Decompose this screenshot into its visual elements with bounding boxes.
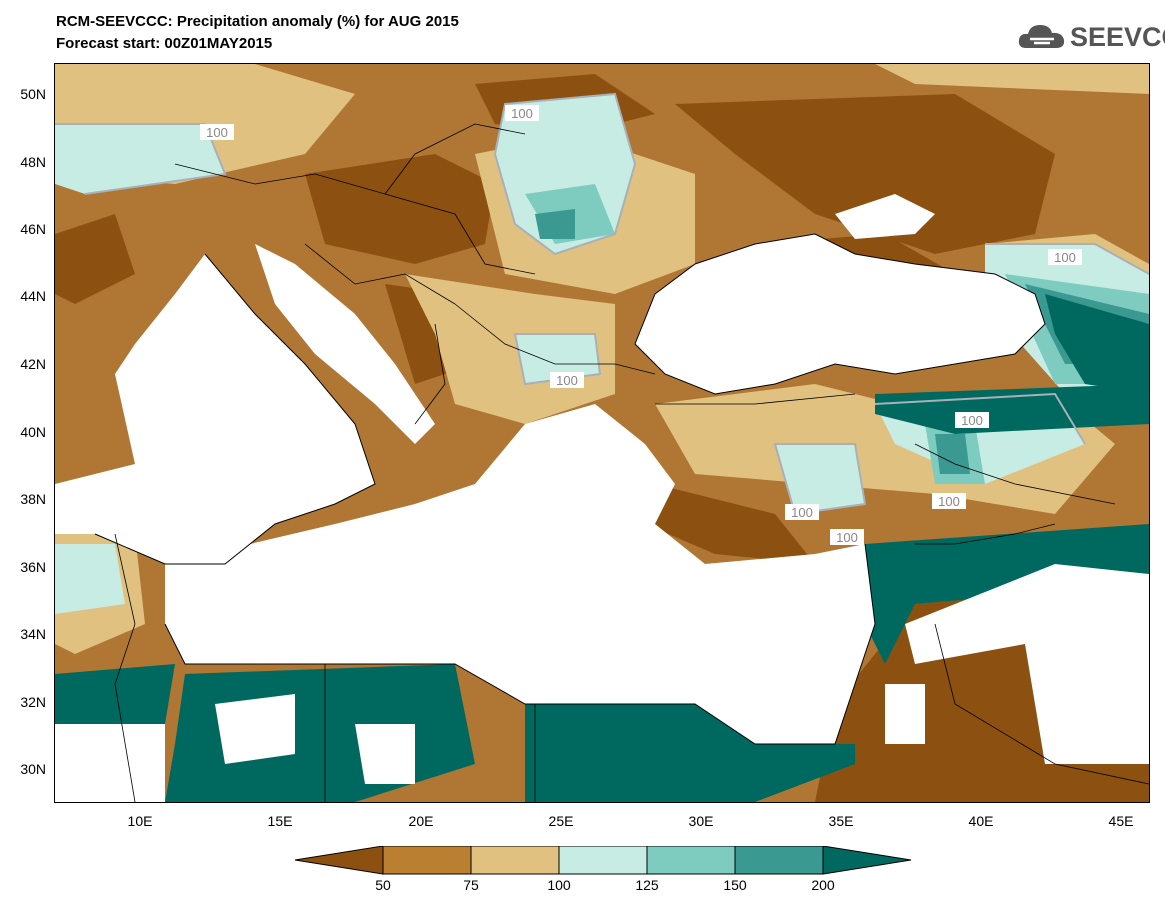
sea-and-nodata bbox=[55, 194, 1149, 802]
colorbar-segment bbox=[382, 846, 472, 875]
contour-labels: 100 100 100 100 100 100 100 100 bbox=[200, 105, 1082, 545]
colorbar: 50 75 100 125 150 200 bbox=[294, 846, 912, 893]
lon-label: 40E bbox=[968, 813, 994, 829]
colorbar-tick-label: 75 bbox=[463, 877, 479, 893]
lon-label: 25E bbox=[548, 813, 574, 829]
lat-label: 50N bbox=[20, 86, 46, 102]
coastlines bbox=[94, 233, 1046, 745]
colorbar-segment bbox=[558, 846, 648, 875]
colorbar-segment bbox=[822, 846, 912, 875]
lat-label: 36N bbox=[20, 559, 46, 575]
seevccc-logo: SEEVCCC bbox=[1018, 20, 1165, 54]
lat-label: 44N bbox=[20, 288, 46, 304]
contour-label: 100 bbox=[961, 413, 983, 428]
colorbar-tick-label: 200 bbox=[811, 877, 835, 893]
contour-label: 100 bbox=[1054, 250, 1076, 265]
forecast-start-label: Forecast start: 00Z01MAY2015 bbox=[56, 35, 273, 52]
colorbar-tick-label: 150 bbox=[723, 877, 747, 893]
contour-label: 100 bbox=[206, 125, 228, 140]
lat-label: 30N bbox=[20, 761, 46, 777]
cloud-icon bbox=[1018, 25, 1065, 48]
anomaly-map: 100 100 100 100 100 100 100 100 bbox=[55, 64, 1149, 802]
lon-label: 35E bbox=[828, 813, 854, 829]
lat-label: 32N bbox=[20, 694, 46, 710]
logo-text: SEEVCCC bbox=[1070, 21, 1165, 52]
colorbar-segment bbox=[646, 846, 736, 875]
colorbar-segment bbox=[294, 846, 384, 875]
lat-label: 38N bbox=[20, 491, 46, 507]
contour-label: 100 bbox=[938, 494, 960, 509]
colorbar-tick-label: 125 bbox=[635, 877, 659, 893]
colorbar-tick-label: 100 bbox=[547, 877, 571, 893]
lon-label: 45E bbox=[1108, 813, 1134, 829]
lon-label: 15E bbox=[267, 813, 293, 829]
contour-100 bbox=[55, 92, 1149, 516]
lon-label: 30E bbox=[688, 813, 714, 829]
colorbar-segment bbox=[734, 846, 824, 875]
country-borders bbox=[114, 123, 1149, 802]
lon-label: 10E bbox=[127, 813, 153, 829]
contour-label: 100 bbox=[791, 505, 813, 520]
colorbar-tick-label: 50 bbox=[375, 877, 391, 893]
lat-label: 34N bbox=[20, 626, 46, 642]
colorbar-segment bbox=[470, 846, 560, 875]
map-title: RCM-SEEVCCC: Precipitation anomaly (%) f… bbox=[56, 13, 459, 30]
lat-label: 48N bbox=[20, 154, 46, 170]
lon-label: 20E bbox=[408, 813, 434, 829]
contour-label: 100 bbox=[836, 530, 858, 545]
lat-label: 40N bbox=[20, 424, 46, 440]
map-area: 100 100 100 100 100 100 100 100 bbox=[54, 63, 1150, 803]
lat-label: 46N bbox=[20, 221, 46, 237]
lat-label: 42N bbox=[20, 356, 46, 372]
contour-label: 100 bbox=[511, 106, 533, 121]
contour-label: 100 bbox=[556, 373, 578, 388]
